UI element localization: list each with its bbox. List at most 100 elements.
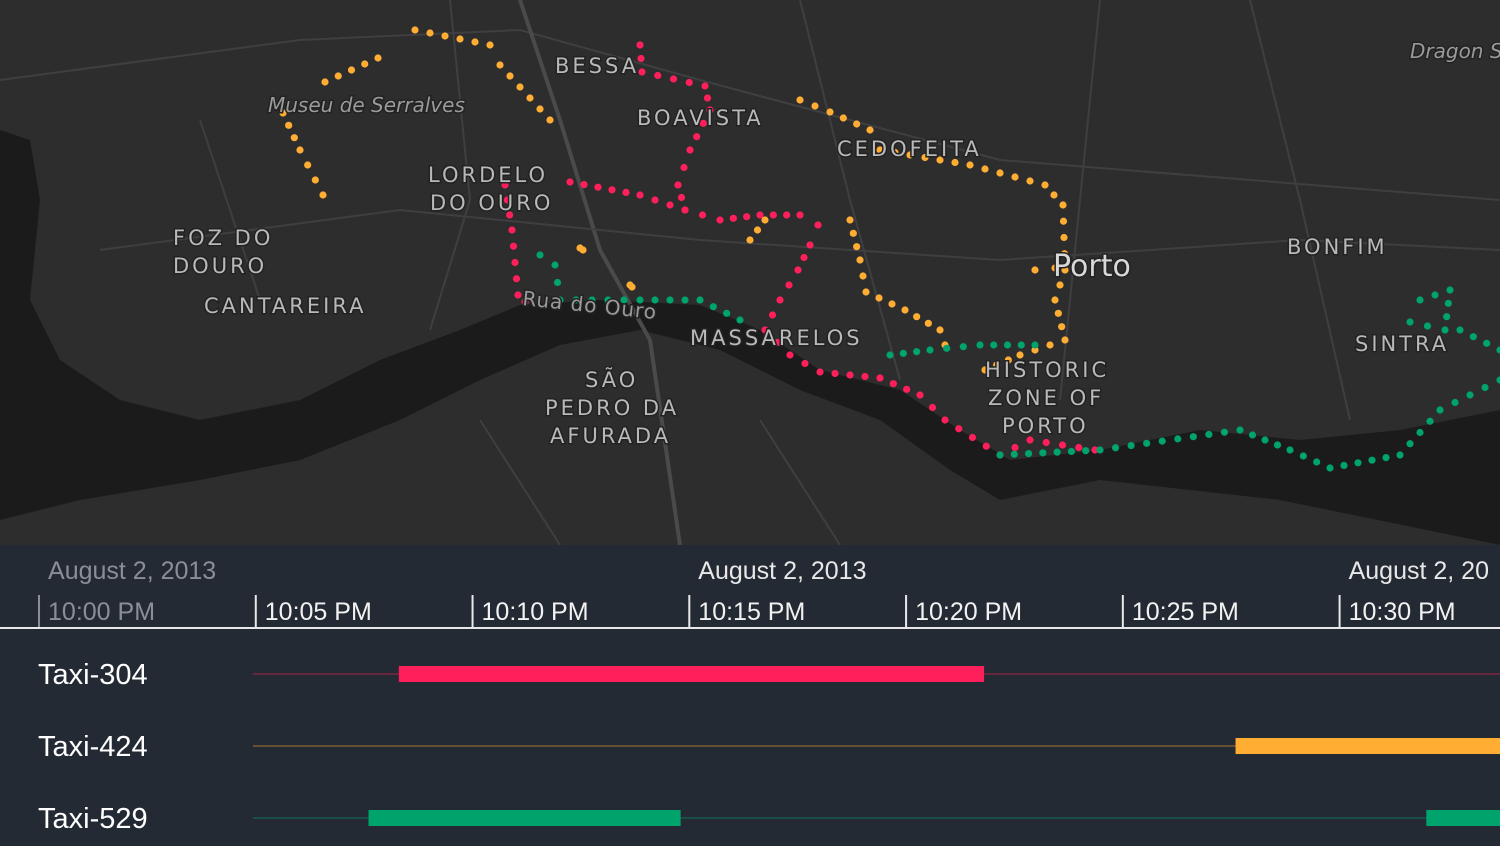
gps-point [746,236,754,244]
gps-point [976,341,984,349]
gps-point [801,359,809,368]
gps-point [1205,430,1213,439]
gps-point [831,369,839,378]
gps-point [866,126,874,134]
road [1249,0,1351,421]
gps-point [1058,323,1066,331]
gps-point [1060,250,1069,258]
gps-point [859,272,867,280]
gps-point [990,341,998,349]
gps-point [785,281,793,289]
tick-label: 10:05 PM [265,598,372,626]
gps-point [723,309,731,317]
gps-point [374,54,382,62]
gps-point [936,156,944,164]
gps-point [1051,296,1059,304]
gps-point [526,94,534,102]
gps-point [1042,438,1050,447]
gps-point [1031,266,1039,274]
road [1059,0,1101,401]
row-label: Taxi-304 [38,659,148,691]
gps-point [638,68,646,76]
gps-point [1340,461,1348,469]
gps-point [1446,286,1454,294]
gps-point [839,114,847,122]
gps-point [806,241,814,249]
gps-point [503,196,511,204]
timeline-panel [0,545,1500,846]
gps-point [773,338,782,347]
gps-point [1017,341,1025,349]
gps-point [1396,451,1404,459]
gps-point [693,133,701,141]
gps-point [579,246,587,254]
gps-point [285,121,293,129]
gps-point [966,161,974,169]
gps-point [698,211,707,219]
gps-point [846,371,854,379]
gps-point [926,346,934,354]
gps-point [1368,456,1376,464]
gps-point [501,181,509,189]
district-label: PEDRO DA [545,396,679,420]
gps-point [426,29,434,37]
gps-point [321,78,329,86]
gps-point [456,35,464,43]
gps-point [1016,351,1024,359]
gps-point [811,102,819,110]
gps-point [981,366,989,374]
tick-label: 10:00 PM [48,598,155,626]
gps-point [981,165,989,173]
gps-point [768,311,777,319]
gps-point [1050,191,1058,199]
gps-point [651,196,659,204]
gps-point [1091,446,1099,454]
gps-point [1010,450,1018,458]
gps-point [651,296,659,304]
gps-point [622,188,630,196]
gps-point [1189,433,1197,441]
gps-point [783,211,791,219]
gps-point [636,296,644,304]
gps-point [776,296,784,304]
gps-point [685,78,693,87]
poi-label: Dragon S [1410,39,1500,63]
gps-point [1469,333,1477,341]
gps-point [943,344,951,352]
gps-point [796,96,804,104]
gps-point [886,351,894,359]
gps-point [1416,296,1424,304]
gps-point [856,256,864,264]
gps-point [1067,447,1076,456]
gps-point [1082,447,1090,455]
gps-point [761,326,769,334]
road [99,208,1500,262]
gps-point [514,291,522,299]
district-label: MASSARELOS [690,326,863,350]
gps-point [849,229,857,237]
gps-point [743,213,751,221]
gps-point [1075,443,1083,452]
trip-bar [1235,738,1500,754]
gps-point [1143,439,1151,447]
gps-point [516,83,524,91]
gps-point [508,226,516,234]
gps-point [924,319,932,327]
gps-point [1382,454,1390,462]
trip-bar [368,810,681,826]
road [199,119,261,301]
gps-point [701,82,709,90]
gps-point [637,54,645,63]
gps-point [903,385,911,393]
gps-point [1174,435,1182,443]
gps-point [666,201,674,209]
gps-point [588,296,596,304]
gps-point [968,433,977,442]
gps-point [1326,464,1334,472]
gps-point [1313,458,1321,466]
gps-point [1011,173,1019,181]
gps-point [696,296,704,304]
gps-point [1026,177,1034,185]
